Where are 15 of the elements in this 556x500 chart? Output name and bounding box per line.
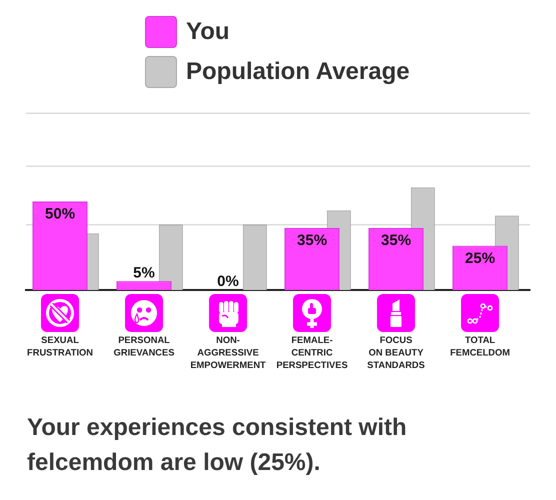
data-label: 0% [217,273,239,290]
data-label: 5% [133,264,155,282]
legend-label: Population Average [186,58,410,86]
x-tick-label: NON- AGGRESSIVE EMPOWERMENT [190,334,266,370]
x-tick-label: FEMALE- CENTRIC PERSPECTIVES [276,334,348,370]
x-tick-label: PERSONAL GRIEVANCES [114,334,174,358]
text: Your experiences consistent with felcemdom are low (25%). [27,413,408,478]
data-label: 25% [465,250,496,267]
data-label: 35% [381,232,412,250]
legend-label: You [186,18,230,46]
data-label: 50% [45,206,76,223]
x-tick-label: FOCUS ON BEAUTY STANDARDS [367,334,425,370]
x-tick-label: TOTAL FEMCELDOM [450,334,510,358]
data-label: 35% [297,232,328,250]
x-tick-label: SEXUAL FRUSTRATION [27,334,94,358]
